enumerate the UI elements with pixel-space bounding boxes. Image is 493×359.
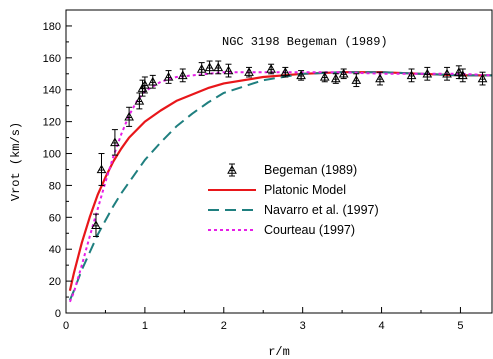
- data-point: [351, 73, 362, 88]
- data-point: [454, 65, 464, 80]
- data-point: [338, 68, 349, 80]
- triangle-marker: [406, 70, 417, 80]
- legend-item: Begeman (1989): [227, 163, 357, 177]
- legend-label: Begeman (1989): [264, 163, 357, 177]
- triangle-marker: [204, 62, 215, 72]
- legend: Begeman (1989) Platonic Model Navarro et a…: [208, 163, 379, 237]
- triangle-marker: [296, 70, 306, 80]
- triangle-marker: [163, 71, 174, 81]
- data-point: [244, 66, 254, 78]
- triangle-marker: [338, 68, 349, 78]
- y-tick-label: 80: [49, 180, 61, 192]
- x-tick-label: 3: [300, 320, 306, 332]
- legend-item: Courteau (1997): [208, 223, 355, 237]
- data-point: [110, 129, 120, 156]
- y-tick-label: 20: [49, 276, 61, 288]
- triangle-marker: [213, 62, 224, 72]
- triangle-marker: [134, 95, 145, 105]
- triangle-marker: [196, 63, 207, 73]
- data-point: [204, 60, 215, 75]
- x-tick-label: 1: [142, 320, 148, 332]
- triangle-marker: [454, 67, 464, 76]
- data-point: [457, 68, 468, 83]
- legend-label: Navarro et al. (1997): [264, 203, 379, 217]
- y-tick-label: 160: [43, 53, 61, 65]
- triangle-marker: [96, 164, 107, 174]
- data-point: [140, 76, 150, 94]
- triangle-marker: [110, 137, 120, 147]
- triangle-marker: [330, 73, 341, 83]
- data-point: [477, 71, 488, 86]
- data-point: [319, 71, 330, 83]
- triangle-marker: [477, 73, 488, 83]
- triangle-marker: [244, 67, 254, 76]
- legend-label: Courteau (1997): [264, 223, 355, 237]
- y-axis-ticks: 0 20 40 60 80 100 120 140 160 180: [43, 21, 72, 320]
- data-point: [124, 106, 134, 127]
- x-axis-title: r/m: [268, 345, 290, 359]
- data-point: [330, 73, 341, 84]
- y-tick-label: 140: [43, 85, 61, 97]
- data-point: [280, 66, 291, 78]
- data-point: [96, 153, 107, 186]
- legend-item: Navarro et al. (1997): [208, 203, 379, 217]
- triangle-marker: [147, 76, 158, 86]
- legend-item: Platonic Model: [208, 183, 346, 197]
- y-tick-label: 40: [49, 244, 61, 256]
- data-point: [196, 62, 207, 76]
- triangle-marker: [91, 220, 101, 229]
- triangle-marker: [319, 71, 330, 81]
- triangle-marker: [124, 111, 134, 121]
- triangle-marker: [177, 70, 188, 80]
- x-tick-label: 0: [63, 320, 69, 332]
- data-point: [375, 71, 385, 86]
- plot-points: [91, 60, 488, 237]
- series-line-1: [68, 71, 492, 291]
- triangle-marker: [280, 67, 291, 76]
- triangle-marker: [140, 79, 150, 89]
- x-tick-label: 5: [457, 320, 463, 332]
- data-point: [147, 74, 158, 89]
- data-point: [213, 60, 224, 75]
- x-tick-label: 4: [378, 320, 384, 332]
- triangle-marker: [266, 63, 276, 73]
- data-point: [266, 63, 276, 75]
- triangle-marker: [223, 65, 234, 75]
- triangle-marker: [442, 68, 452, 78]
- data-point: [296, 70, 306, 81]
- triangle-marker: [457, 70, 468, 80]
- chart-annotation: NGC 3198 Begeman (1989): [222, 35, 388, 49]
- data-point: [134, 92, 145, 110]
- y-tick-label: 120: [43, 117, 61, 129]
- data-point: [422, 66, 433, 81]
- y-tick-label: 100: [43, 149, 61, 161]
- plot-lines: [68, 71, 493, 303]
- legend-triangle-marker: [227, 164, 237, 174]
- y-tick-label: 0: [55, 308, 61, 320]
- y-tick-label: 60: [49, 212, 61, 224]
- triangle-marker: [351, 75, 362, 84]
- triangle-marker: [422, 68, 433, 78]
- data-point: [177, 68, 188, 83]
- y-tick-label: 180: [43, 21, 61, 33]
- series-line-3: [68, 71, 493, 303]
- triangle-marker: [375, 73, 385, 83]
- data-point: [91, 213, 101, 237]
- data-point: [163, 70, 174, 84]
- x-tick-label: 2: [221, 320, 227, 332]
- data-point: [442, 66, 452, 81]
- plot-frame: [65, 9, 493, 314]
- x-axis-ticks: 0 1 2 3 4 5: [63, 307, 464, 332]
- legend-label: Platonic Model: [264, 183, 346, 197]
- y-axis-title: Vrot (km/s): [9, 122, 23, 201]
- data-point: [223, 63, 234, 78]
- data-point: [406, 68, 417, 83]
